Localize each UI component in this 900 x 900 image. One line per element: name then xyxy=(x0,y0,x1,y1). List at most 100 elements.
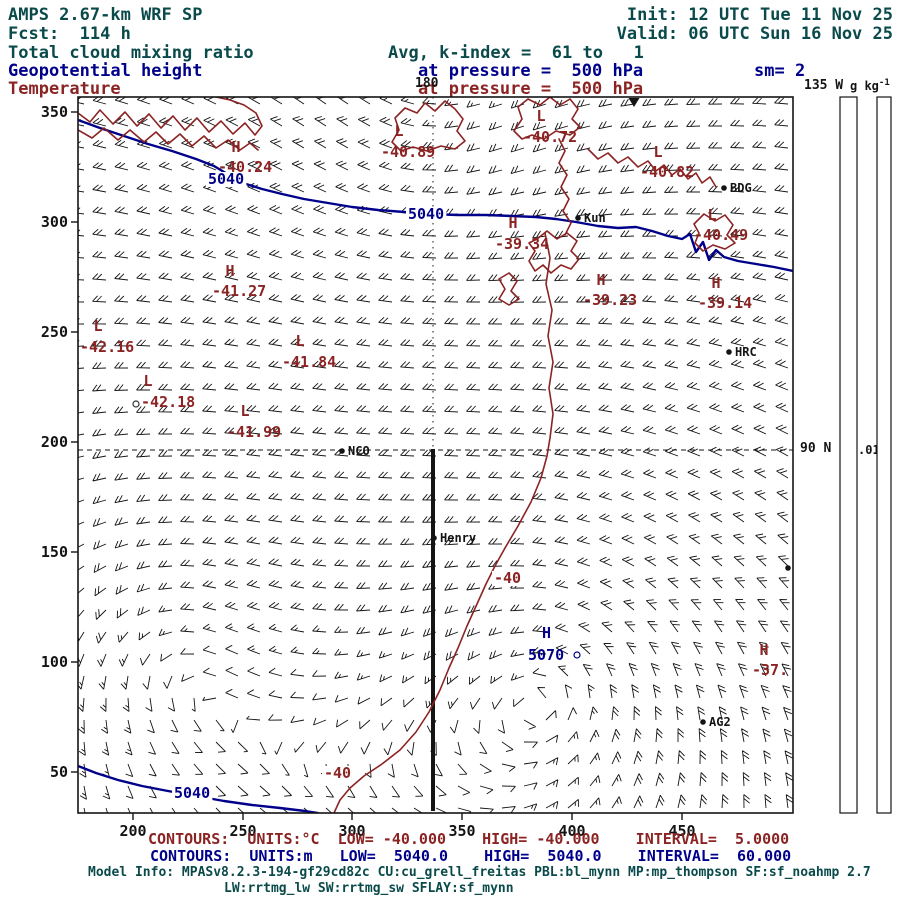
x-axis-tick-label: 400 xyxy=(558,822,585,840)
temp-contour-label: -40.24 xyxy=(218,158,272,176)
meridian-180-label: 180 xyxy=(415,76,439,91)
station-dot xyxy=(339,448,345,454)
temp-contour-label: -40 xyxy=(324,764,351,782)
minimum-point-marker xyxy=(132,400,140,408)
y-axis-tick-label: 250 xyxy=(41,323,68,341)
height-contour-label: 5040 xyxy=(208,170,244,188)
station-label: Henry xyxy=(440,531,476,545)
header-field-height: Geopotential height xyxy=(8,61,203,81)
height-contour-label: 5070 xyxy=(528,646,564,664)
header-kindex: Avg, k-index = 61 to 1 xyxy=(388,43,644,63)
contour-label-bg xyxy=(492,571,524,586)
header-init-time: Init: 12 UTC Tue 11 Nov 25 xyxy=(626,5,893,25)
station-label: AG2 xyxy=(709,715,731,729)
height-contour-label: 5040 xyxy=(174,784,210,802)
station-label: Kun xyxy=(584,211,606,225)
temp-contour xyxy=(498,272,520,306)
temp-contour xyxy=(513,97,581,140)
temp-contour xyxy=(587,148,717,188)
contour-label-bg xyxy=(172,786,213,801)
temp-contour-label: -42.18 xyxy=(141,393,195,411)
temp-contour-label: -39.23 xyxy=(583,291,637,309)
station-label: HRC xyxy=(735,345,757,359)
station-dot xyxy=(726,349,732,355)
temp-contour-label: -41.99 xyxy=(227,423,281,441)
temp-contour-label: -39.14 xyxy=(698,294,752,312)
temp-extremum-marker: H xyxy=(225,262,234,280)
station-dot xyxy=(431,535,437,541)
temp-contour xyxy=(333,232,554,813)
temp-contour-label: -42.16 xyxy=(80,338,134,356)
height-contour-5040 xyxy=(78,118,793,273)
colorbar-box xyxy=(839,96,858,814)
colorbar-box xyxy=(876,96,892,814)
temp-extremum-marker: L xyxy=(295,332,304,350)
temp-contour xyxy=(78,127,259,151)
header-smoothing: sm= 2 xyxy=(754,61,806,81)
footer-model-info: Model Info: MPASv8.2.3-194-gf29cd82c CU:… xyxy=(88,865,871,880)
temp-extremum-marker: H xyxy=(508,214,517,232)
temp-contour xyxy=(78,97,263,136)
header-valid-time: Valid: 06 UTC Sun 16 Nov 25 xyxy=(616,24,893,44)
colorbar-title-exponent: -1 xyxy=(878,78,890,88)
temp-contour xyxy=(528,230,580,274)
station-dot xyxy=(575,215,581,221)
plot-interior: 5040 5040 5040 H 5070 -40.24 H -40.89 L -40.72 L -4… xyxy=(78,97,793,813)
x-axis-tick-label: 350 xyxy=(448,822,475,840)
station-dot xyxy=(700,719,706,725)
temp-extremum-marker: H xyxy=(711,274,720,292)
edge-triangle-marker xyxy=(628,98,640,107)
latitude-90n-label: 90 N xyxy=(800,441,832,456)
header-fcst-hour: Fcst: 114 h xyxy=(8,24,131,44)
temp-contour-label: -40.72 xyxy=(523,128,577,146)
y-axis-tick-label: 200 xyxy=(41,433,68,451)
station-label: BDG xyxy=(730,181,752,195)
corner-135w-label: 135 W xyxy=(804,78,844,93)
header-field-temp: Temperature xyxy=(8,79,121,99)
station-dot xyxy=(785,565,791,571)
contour-label-bg xyxy=(206,172,247,187)
y-axis-tick-label: 300 xyxy=(41,213,68,231)
temp-contour xyxy=(693,213,736,252)
contour-label-bg xyxy=(322,766,354,781)
x-axis-tick-label: 300 xyxy=(338,822,365,840)
y-axis-tick-label: 100 xyxy=(41,653,68,671)
temp-contour xyxy=(558,138,572,236)
colorbar-title: g kg-1 xyxy=(850,78,890,94)
temp-extremum-marker: L xyxy=(536,107,545,125)
temp-contour-label: -40.89 xyxy=(381,143,435,161)
temp-extremum-marker: H xyxy=(759,641,768,659)
temp-extremum-marker: H xyxy=(596,271,605,289)
x-axis-tick-label: 450 xyxy=(668,822,695,840)
station-label: NCO xyxy=(348,444,370,458)
y-axis-tick-label: 150 xyxy=(41,543,68,561)
colorbar-title-unit: g kg xyxy=(850,79,879,93)
height-max-marker xyxy=(573,651,581,659)
header-model-title: AMPS 2.67-km WRF SP xyxy=(8,5,203,25)
wind-barbs xyxy=(78,97,793,813)
temp-extremum-marker: L xyxy=(707,206,716,224)
temp-extremum-marker: L xyxy=(143,372,152,390)
y-axis-tick-label: 50 xyxy=(50,763,68,781)
temp-extremum-marker: L xyxy=(93,317,102,335)
plot-frame xyxy=(77,96,794,814)
x-axis-tick-label: 200 xyxy=(119,822,146,840)
temp-extremum-marker: L xyxy=(394,122,403,140)
temp-extremum-marker: L xyxy=(653,143,662,161)
temp-contour-label: -39.34 xyxy=(495,235,549,253)
station-dot xyxy=(721,185,727,191)
height-contour-label: 5040 xyxy=(408,205,444,223)
temp-contour-label: -40 xyxy=(494,569,521,587)
colorbar-tick-label: .01 xyxy=(858,443,880,457)
header-level-height: at pressure = 500 hPa xyxy=(418,61,644,81)
temp-contour-label: -40.82 xyxy=(640,163,694,181)
contour-label-bg xyxy=(406,207,447,222)
temp-extremum-marker: L xyxy=(240,402,249,420)
temp-contour-label: -40.49 xyxy=(694,226,748,244)
footer-model-info-2: LW:rrtmg_lw SW:rrtmg_sw SFLAY:sf_mynn xyxy=(224,881,514,896)
y-axis-tick-label: 350 xyxy=(41,103,68,121)
temp-extremum-marker: H xyxy=(231,138,240,156)
footer-height-contour-info: CONTOURS: UNITS:m LOW= 5040.0 HIGH= 5040… xyxy=(150,847,792,865)
